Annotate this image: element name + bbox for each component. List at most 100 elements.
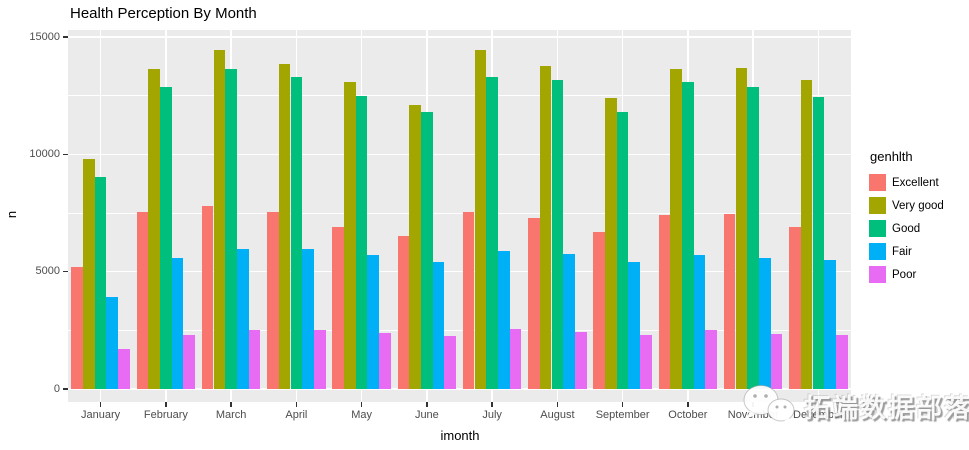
x-tick-label: February: [143, 409, 188, 421]
bar-good: [682, 81, 694, 389]
x-axis-title: imonth: [440, 428, 480, 443]
bar-poor: [444, 336, 457, 389]
bar-fair: [171, 257, 184, 389]
bar-very-good: [474, 49, 487, 389]
x-axis-tick: [360, 402, 363, 407]
bar-excellent: [593, 231, 605, 389]
bar-very-good: [735, 67, 748, 389]
bar-excellent: [201, 205, 214, 389]
bar-poor: [770, 333, 783, 389]
x-axis-tick: [99, 402, 102, 407]
bar-very-good: [670, 68, 682, 389]
legend-swatch: [869, 266, 886, 283]
bar-good: [812, 96, 825, 389]
bar-excellent: [723, 214, 736, 389]
legend: genhlth Excellent Very good Good Fair Poor: [869, 149, 944, 286]
legend-items: Excellent Very good Good Fair Poor: [869, 171, 944, 286]
bar-good: [421, 112, 433, 389]
chart-title: Health Perception By Month: [70, 5, 257, 22]
x-axis-tick: [556, 402, 559, 407]
bar-fair: [367, 255, 380, 389]
x-axis-tick: [426, 402, 428, 407]
bar-fair: [106, 297, 119, 389]
bar-excellent: [136, 211, 149, 389]
bar-good: [551, 80, 564, 389]
x-axis-tick: [230, 402, 232, 407]
legend-label: Very good: [892, 199, 944, 212]
bar-poor: [574, 331, 587, 389]
gridline-major: [68, 270, 851, 273]
bar-excellent: [528, 217, 540, 389]
bar-very-good: [409, 105, 421, 389]
bar-fair: [302, 249, 314, 389]
legend-item-very-good: Very good: [869, 194, 944, 217]
x-axis-tick: [817, 402, 820, 407]
y-tick-label: 5000: [35, 265, 60, 278]
legend-item-excellent: Excellent: [869, 171, 944, 194]
bar-very-good: [800, 80, 813, 389]
legend-item-good: Good: [869, 217, 944, 240]
legend-item-poor: Poor: [869, 263, 944, 286]
bar-good: [616, 112, 629, 389]
bar-very-good: [539, 66, 552, 389]
bar-fair: [693, 255, 706, 389]
bar-fair: [628, 262, 641, 389]
legend-swatch: [869, 220, 886, 237]
bar-very-good: [213, 49, 226, 389]
legend-swatch: [869, 174, 886, 191]
x-axis-tick: [491, 402, 493, 407]
y-tick-label: 15000: [29, 30, 60, 43]
x-axis-tick: [295, 402, 298, 407]
bar-very-good: [148, 68, 160, 389]
bar-very-good: [278, 63, 291, 389]
bar-poor: [313, 330, 326, 389]
x-axis-tick: [752, 402, 754, 407]
bar-poor: [379, 332, 391, 389]
x-axis-tick: [621, 402, 624, 407]
legend-label: Fair: [892, 245, 912, 258]
y-axis-title: n: [4, 210, 20, 219]
x-axis-tick: [687, 402, 689, 407]
y-axis-tick: [63, 36, 68, 38]
gridline-minor: [68, 212, 851, 214]
bar-fair: [563, 254, 575, 389]
legend-item-fair: Fair: [869, 240, 944, 263]
x-tick-label: June: [414, 409, 439, 421]
legend-label: Excellent: [892, 176, 939, 189]
x-tick-label: May: [351, 409, 373, 421]
legend-label: Poor: [892, 268, 917, 281]
bar-fair: [758, 257, 771, 389]
x-tick-label: December: [793, 409, 844, 421]
bar-poor: [640, 335, 652, 389]
bar-poor: [509, 329, 522, 389]
y-axis-tick: [63, 153, 68, 156]
bar-poor: [705, 330, 718, 389]
y-tick-label: 10000: [29, 147, 60, 160]
x-axis-tick: [165, 402, 167, 407]
bar-fair: [824, 259, 836, 389]
gridline-major: [68, 388, 851, 390]
bar-good: [486, 76, 498, 389]
bar-good: [160, 87, 172, 389]
bar-poor: [248, 330, 261, 389]
bar-excellent: [267, 211, 279, 389]
x-tick-label: July: [482, 409, 502, 421]
bar-very-good: [605, 98, 617, 389]
bar-poor: [835, 335, 848, 389]
bar-excellent: [71, 266, 83, 389]
legend-label: Good: [892, 222, 921, 235]
y-axis-tick: [63, 270, 68, 273]
bar-very-good: [344, 81, 356, 389]
x-tick-label: January: [81, 409, 121, 421]
legend-title: genhlth: [870, 149, 913, 164]
bar-fair: [236, 249, 249, 389]
bar-excellent: [332, 227, 344, 389]
bar-poor: [183, 335, 196, 389]
gridline-major: [68, 153, 851, 156]
gridline-major: [68, 36, 851, 38]
y-axis-tick: [63, 388, 68, 390]
legend-swatch: [869, 197, 886, 214]
bar-excellent: [658, 215, 671, 389]
bar-excellent: [789, 227, 801, 389]
